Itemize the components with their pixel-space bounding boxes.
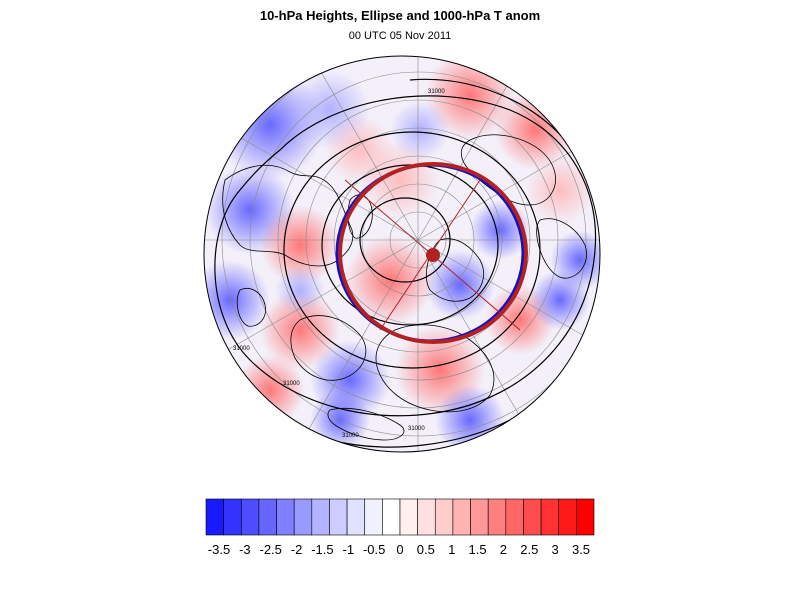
colorbar-swatch bbox=[311, 498, 330, 536]
map-title: 10-hPa Heights, Ellipse and 1000-hPa T a… bbox=[259, 8, 541, 23]
colorbar-tick-label: -3.5 bbox=[207, 542, 231, 557]
anomaly-patch bbox=[260, 290, 340, 370]
meridian-line bbox=[257, 56, 419, 241]
anomaly-patch bbox=[390, 100, 450, 160]
colorbar-swatch bbox=[364, 498, 383, 536]
colorbar-swatch bbox=[452, 498, 471, 536]
contour-label: 31000 bbox=[233, 346, 250, 352]
temperature-anomaly-field bbox=[204, 56, 600, 452]
colorbar-tick-label: 0.5 bbox=[416, 542, 435, 557]
anomaly-patch bbox=[235, 355, 305, 425]
colorbar-swatch bbox=[346, 498, 366, 536]
map-subtitle: 00 UTC 05 Nov 2011 bbox=[348, 30, 452, 42]
colorbar-swatch bbox=[487, 498, 507, 536]
colorbar-tick-label: 1 bbox=[448, 542, 456, 557]
colorbar-swatch bbox=[576, 498, 595, 536]
anomaly-patch bbox=[325, 115, 395, 185]
contour-label: 31000 bbox=[283, 381, 300, 387]
colorbar-swatch bbox=[523, 498, 542, 536]
colorbar-swatch bbox=[470, 498, 489, 536]
meridian-line bbox=[417, 56, 579, 241]
meridian-line bbox=[204, 79, 419, 241]
anomaly-patch bbox=[204, 260, 270, 340]
lat-lon-grid bbox=[204, 56, 600, 452]
contour-label: 31000 bbox=[428, 89, 445, 95]
anomaly-patch bbox=[550, 230, 600, 290]
polar-vortex-ellipse bbox=[335, 162, 528, 344]
colorbar-tick-label: -0.5 bbox=[362, 542, 386, 557]
colorbar-tick-label: 3 bbox=[551, 542, 559, 557]
meridian-line bbox=[417, 79, 600, 241]
colorbar bbox=[205, 498, 595, 536]
colorbar-tick-label: -1.5 bbox=[311, 542, 334, 557]
colorbar-swatch bbox=[399, 498, 418, 536]
colorbar-swatch bbox=[540, 498, 560, 536]
colorbar-tick-label: 3.5 bbox=[571, 542, 591, 557]
meridian-line bbox=[417, 239, 579, 452]
colorbar-swatch bbox=[276, 498, 295, 536]
colorbar-tick-label: 2 bbox=[499, 542, 508, 557]
contour-label: 31000 bbox=[408, 426, 425, 432]
colorbar-tick-label: 1.5 bbox=[468, 542, 487, 557]
colorbar-swatch bbox=[258, 498, 277, 536]
colorbar-swatch bbox=[558, 498, 577, 536]
colorbar-swatch bbox=[293, 498, 313, 536]
colorbar-swatch bbox=[205, 498, 224, 536]
colorbar-tick-label: -1 bbox=[342, 542, 355, 557]
meridian-line bbox=[417, 239, 600, 401]
colorbar-tick-label: 0 bbox=[396, 542, 404, 557]
colorbar-swatch bbox=[434, 498, 454, 536]
map-boundary bbox=[203, 55, 601, 453]
colorbar-swatch bbox=[223, 498, 242, 536]
colorbar-swatch bbox=[417, 498, 436, 536]
meridian-line bbox=[204, 239, 419, 401]
colorbar-tick-label: -3 bbox=[239, 542, 251, 557]
meridian-line bbox=[257, 239, 419, 452]
colorbar-swatch bbox=[382, 498, 401, 536]
colorbar-swatch bbox=[240, 498, 260, 536]
colorbar-tick-label: 2.5 bbox=[520, 542, 539, 557]
anomaly-patch bbox=[425, 250, 495, 320]
colorbar-swatch bbox=[329, 498, 348, 536]
contour-label: 31000 bbox=[342, 433, 359, 439]
colorbar-tick-label: -2.5 bbox=[259, 542, 282, 557]
colorbar-swatch bbox=[505, 498, 524, 536]
contour-labels: 31000 31000 31000 31000 31000 bbox=[233, 89, 445, 439]
ellipse-center-marker bbox=[426, 248, 440, 262]
anomaly-patch bbox=[525, 155, 595, 225]
colorbar-tick-label: -2 bbox=[290, 542, 303, 557]
